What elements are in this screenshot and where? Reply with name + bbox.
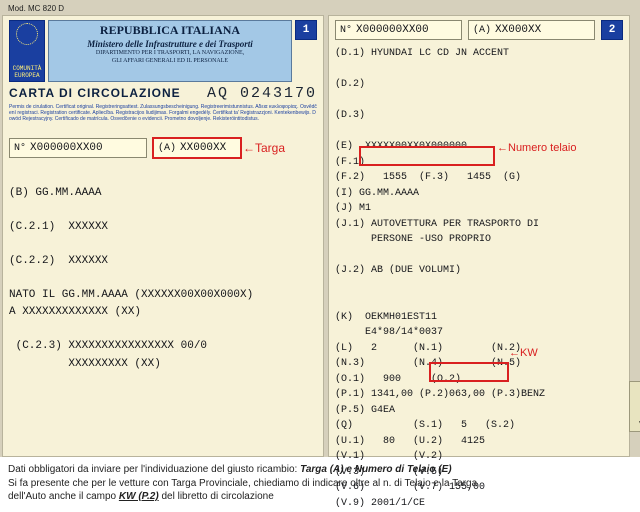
box-n-right: N° X000000XX00 — [335, 20, 462, 40]
footer-l3c: del libretto di circolazione — [159, 491, 274, 502]
bollo-l3: ASSOLTA — [631, 402, 640, 411]
box-n-value-r: X000000XX00 — [356, 24, 429, 36]
annotation-targa: ←Targa — [243, 141, 285, 155]
dept-line1: DIPARTIMENTO PER I TRASPORTI, LA NAVIGAZ… — [52, 50, 288, 57]
republic-title: REPUBBLICA ITALIANA — [52, 23, 288, 38]
box-a-value-r: XX000XX — [495, 24, 541, 36]
box-a-targa: (A) XX000XX — [153, 138, 241, 158]
page-1: COMUNITÀ EUROPEA REPUBBLICA ITALIANA Min… — [2, 15, 324, 457]
box-n-label-r: N° — [340, 25, 352, 36]
box-a-label-r: (A) — [473, 25, 491, 36]
eu-label: COMUNITÀ EUROPEA — [11, 65, 43, 79]
bollo-l1: IMPOSTA — [631, 384, 640, 393]
header-center: REPUBBLICA ITALIANA Ministero delle Infr… — [48, 20, 292, 82]
annotation-kw: ←KW — [509, 347, 538, 359]
page-number-2: 2 — [601, 20, 623, 40]
eu-stars-icon — [16, 23, 38, 45]
bollo-l4: IN MODO — [631, 411, 640, 420]
box-a-value: XX000XX — [180, 142, 226, 154]
document-number: AQ 0243170 — [207, 85, 317, 102]
page-2: N° X000000XX00 (A) XX000XX 2 (D.1) HYUND… — [328, 15, 630, 457]
document-frame: Mod. MC 820 D COMUNITÀ EUROPEA REPUBBLIC… — [0, 0, 640, 457]
page-number-1: 1 — [295, 20, 317, 40]
model-label: Mod. MC 820 D — [8, 4, 638, 13]
translations-text: Permis de cirulation. Certificat origina… — [9, 104, 317, 132]
carta-row: CARTA DI CIRCOLAZIONE AQ 0243170 — [9, 85, 317, 102]
page1-header: COMUNITÀ EUROPEA REPUBBLICA ITALIANA Min… — [9, 20, 317, 82]
minister-title: Ministero delle Infrastrutture e dei Tra… — [52, 39, 288, 49]
box-a-label: (A) — [158, 143, 176, 154]
footer-l1a: Dati obbligatori da inviare per l'indivi… — [8, 464, 300, 475]
page2-top-row: N° X000000XX00 (A) XX000XX 2 — [335, 20, 623, 40]
dept-line2: GLI AFFARI GENERALI ED IL PERSONALE — [52, 58, 288, 65]
annotation-telaio: ←Numero telaio — [497, 142, 576, 154]
left-box-row: N° X000000XX00 (A) XX000XX ←Targa — [9, 138, 317, 158]
bollo-l2: DI BOLLO — [631, 393, 640, 402]
bollo-stamp: IMPOSTA DI BOLLO ASSOLTA IN MODO VIRTUAL… — [629, 381, 640, 432]
footer-l3a: dell'Auto anche il campo — [8, 491, 119, 502]
box-a-right: (A) XX000XX — [468, 20, 595, 40]
box-n-left: N° X000000XX00 — [9, 138, 147, 158]
box-n-label: N° — [14, 143, 26, 154]
pages-row: COMUNITÀ EUROPEA REPUBBLICA ITALIANA Min… — [2, 15, 638, 457]
footer-l3b: KW (P.2) — [119, 491, 159, 502]
carta-title: CARTA DI CIRCOLAZIONE — [9, 86, 181, 100]
page2-body: (D.1) HYUNDAI LC CD JN ACCENT (D.2) (D.3… — [335, 46, 623, 511]
page1-body: (B) GG.MM.AAAA (C.2.1) XXXXXX (C.2.2) XX… — [9, 168, 317, 373]
box-n-value: X000000XX00 — [30, 142, 103, 154]
bollo-l5: VIRTUALE — [631, 420, 640, 429]
eu-flag: COMUNITÀ EUROPEA — [9, 20, 45, 82]
